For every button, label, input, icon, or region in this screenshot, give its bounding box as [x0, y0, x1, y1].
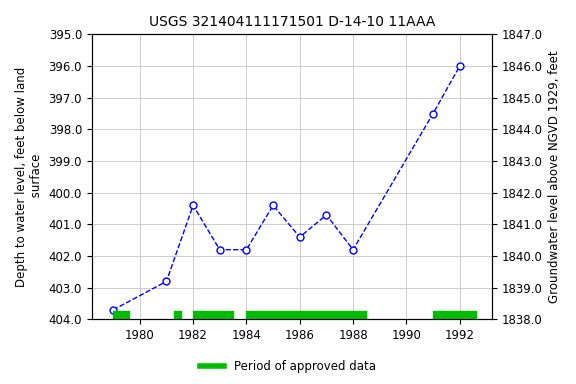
Title: USGS 321404111171501 D-14-10 11AAA: USGS 321404111171501 D-14-10 11AAA — [149, 15, 435, 29]
Legend: Period of approved data: Period of approved data — [196, 356, 380, 378]
Y-axis label: Depth to water level, feet below land
 surface: Depth to water level, feet below land su… — [15, 67, 43, 287]
Y-axis label: Groundwater level above NGVD 1929, feet: Groundwater level above NGVD 1929, feet — [548, 51, 561, 303]
